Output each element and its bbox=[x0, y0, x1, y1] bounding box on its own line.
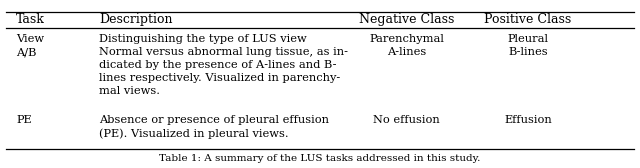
Text: Task: Task bbox=[16, 13, 45, 26]
Text: Table 1: A summary of the LUS tasks addressed in this study.: Table 1: A summary of the LUS tasks addr… bbox=[159, 154, 481, 163]
Text: Description: Description bbox=[99, 13, 173, 26]
Text: No effusion: No effusion bbox=[373, 115, 440, 125]
Text: Positive Class: Positive Class bbox=[484, 13, 572, 26]
Text: Negative Class: Negative Class bbox=[358, 13, 454, 26]
Text: View
A/B: View A/B bbox=[16, 34, 44, 57]
Text: Parenchymal
A-lines: Parenchymal A-lines bbox=[369, 34, 444, 57]
Text: Distinguishing the type of LUS view
Normal versus abnormal lung tissue, as in-
d: Distinguishing the type of LUS view Norm… bbox=[99, 34, 348, 96]
Text: Effusion: Effusion bbox=[504, 115, 552, 125]
Text: Absence or presence of pleural effusion
(PE). Visualized in pleural views.: Absence or presence of pleural effusion … bbox=[99, 115, 329, 139]
Text: Pleural
B-lines: Pleural B-lines bbox=[508, 34, 548, 57]
Text: PE: PE bbox=[16, 115, 31, 125]
